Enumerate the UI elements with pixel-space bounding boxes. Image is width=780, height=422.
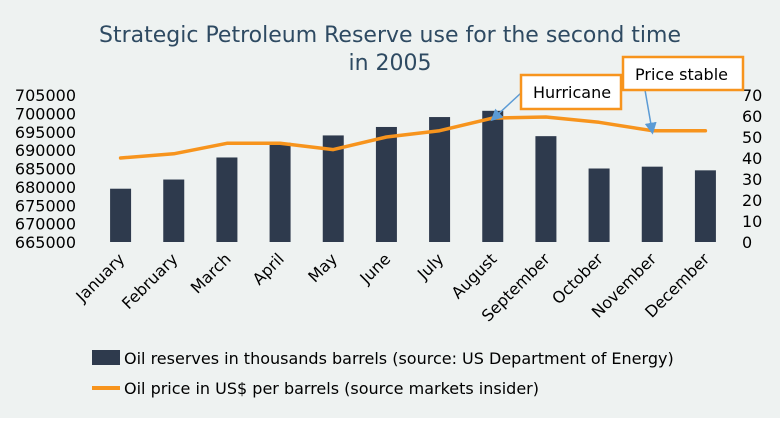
bar [695, 170, 716, 242]
x-axis-tick-label: March [187, 249, 235, 297]
x-axis-tick-label: August [448, 249, 501, 302]
bar [429, 117, 450, 242]
x-axis-tick-label: June [355, 249, 394, 288]
bar-series [110, 111, 716, 242]
right-axis-tick-label: 0 [742, 233, 752, 252]
bar [323, 135, 344, 242]
x-axis-tick-label: April [249, 249, 288, 288]
bar [216, 157, 237, 242]
bar [270, 143, 291, 242]
right-axis-tick-label: 40 [742, 149, 762, 168]
right-axis-tick-label: 30 [742, 170, 762, 189]
right-axis-tick-label: 20 [742, 191, 762, 210]
left-axis-tick-label: 695000 [15, 123, 76, 142]
left-axis-tick-label: 675000 [15, 196, 76, 215]
right-axis-tick-label: 10 [742, 212, 762, 231]
legend-label-bar: Oil reserves in thousands barrels (sourc… [124, 349, 674, 368]
bar [482, 111, 503, 242]
left-axis-tick-label: 700000 [15, 104, 76, 123]
left-axis-tick-label: 680000 [15, 178, 76, 197]
left-axis-tick-label: 705000 [15, 86, 76, 105]
annotation-label: Price stable [635, 65, 728, 84]
price-line [121, 117, 706, 158]
right-axis: 0 10 20 30 40 50 60 70 [742, 86, 762, 252]
legend-label-line: Oil price in US$ per barrels (source mar… [124, 379, 539, 398]
chart-title-line-1: Strategic Petroleum Reserve use for the … [99, 23, 681, 48]
bar [535, 136, 556, 242]
x-axis-tick-label: May [304, 249, 341, 286]
annotation-label: Hurricane [533, 83, 611, 102]
annotation-arrow [493, 93, 521, 119]
right-axis-tick-label: 50 [742, 128, 762, 147]
right-axis-tick-label: 60 [742, 107, 762, 126]
legend-swatch-bar [92, 350, 120, 365]
bar [163, 180, 184, 242]
left-axis: 6650006700006750006800006850006900006950… [15, 86, 76, 252]
bar [376, 127, 397, 242]
line-series [120, 117, 705, 158]
chart-title-line-2: in 2005 [348, 51, 431, 76]
left-axis-tick-label: 685000 [15, 160, 76, 179]
annotations: Hurricane Price stable [493, 57, 743, 132]
left-axis-tick-label: 670000 [15, 215, 76, 234]
bar [589, 169, 610, 243]
x-axis-tick-label: February [118, 249, 182, 313]
bar [642, 167, 663, 242]
bar [110, 189, 131, 242]
right-axis-tick-label: 70 [742, 86, 762, 105]
annotation-arrow [645, 90, 652, 132]
left-axis-tick-label: 665000 [15, 233, 76, 252]
left-axis-tick-label: 690000 [15, 141, 76, 160]
legend: Oil reserves in thousands barrels (sourc… [92, 349, 674, 398]
x-axis-tick-label: July [413, 249, 447, 283]
